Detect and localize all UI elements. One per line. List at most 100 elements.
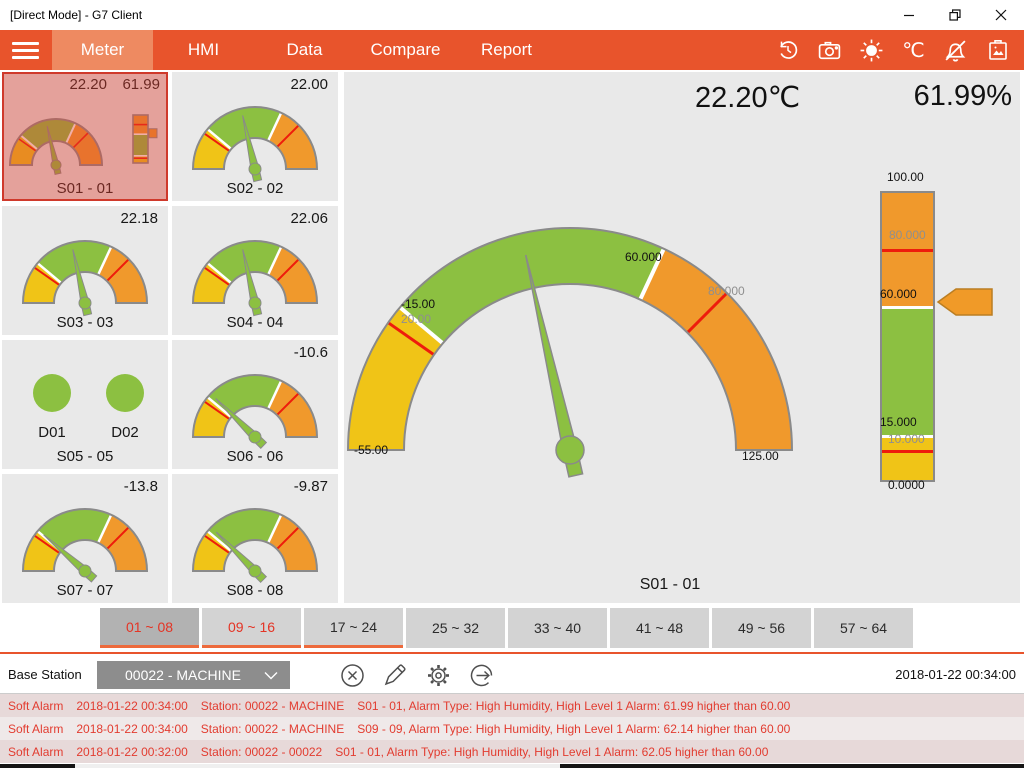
edit-icon[interactable] (381, 661, 409, 689)
gauge-low-alarm-label: 20.00 (401, 312, 432, 326)
alarm-row[interactable]: Soft Alarm 2018-01-22 00:32:00 Station: 00… (0, 740, 1024, 763)
tile-value: 22.18 (120, 210, 158, 227)
bar-high-alarm-label: 80.000 (889, 228, 926, 242)
bar-alarm-line (882, 249, 933, 252)
tile-value: -9.87 (293, 478, 328, 495)
alarm-message: S01 - 01, Alarm Type: High Humidity, Hig… (335, 744, 769, 759)
alarm-severity: Soft Alarm (8, 721, 64, 736)
tile-value: 22.00 (290, 76, 328, 93)
nav-tab-data[interactable]: Data (286, 40, 323, 59)
alarm-message: S09 - 09, Alarm Type: High Humidity, Hig… (357, 721, 791, 736)
meter-tile-S01-01[interactable]: 22.20 61.99 S01 - 01 (2, 72, 168, 201)
tile-station-label: S01 - 01 (56, 180, 114, 197)
main-station-label: S01 - 01 (639, 576, 701, 593)
settings-icon[interactable] (424, 661, 452, 689)
meter-tile-S02-02[interactable]: 22.00 S02 - 02 (172, 72, 338, 201)
image-export-icon[interactable] (985, 38, 1010, 63)
meter-tile-S03-03[interactable]: 22.18 S03 - 03 (2, 206, 168, 335)
alarm-list: Soft Alarm 2018-01-22 00:34:00 Station: 00… (0, 694, 1024, 763)
alarm-time: 2018-01-22 00:34:00 (76, 721, 188, 736)
gauge-high-alarm-label: 80.000 (708, 284, 745, 298)
window-title: [Direct Mode] - G7 Client (10, 8, 143, 22)
main-meter-panel: 22.20℃ 61.99% -15.00 20.00 60.000 80.000… (344, 72, 1020, 603)
close-button[interactable] (978, 0, 1024, 30)
celsius-icon[interactable]: ℃ (902, 39, 925, 62)
alarm-severity: Soft Alarm (8, 698, 64, 713)
menu-icon[interactable] (0, 30, 52, 70)
main-gauge (346, 226, 794, 478)
tile-value: 22.20 (69, 76, 107, 93)
nav-tab-meter[interactable]: Meter (52, 30, 153, 70)
station-toolbar (338, 661, 495, 689)
digital-label: D02 (111, 424, 139, 441)
minimize-icon (904, 14, 914, 17)
nav-tab-compare[interactable]: Compare (370, 40, 441, 59)
group-tab-33~40[interactable]: 33 ~ 40 (508, 608, 607, 648)
base-station-dropdown[interactable]: 00022 - MACHINE (97, 661, 290, 689)
alarm-time: 2018-01-22 00:34:00 (76, 698, 188, 713)
group-tab-41~48[interactable]: 41 ~ 48 (610, 608, 709, 648)
tile-gauge (8, 114, 158, 176)
group-tab-57~64[interactable]: 57 ~ 64 (814, 608, 913, 648)
minimize-button[interactable] (886, 0, 932, 30)
nav-tab-hmi[interactable]: HMI (187, 40, 220, 59)
bar-low-alarm-label: 10.000 (888, 432, 925, 446)
bar-low-boundary-label: 15.000 (880, 415, 917, 429)
meter-tile-S08-08[interactable]: -9.87 S08 - 08 (172, 474, 338, 603)
alarm-row[interactable]: Soft Alarm 2018-01-22 00:34:00 Station: 00… (0, 717, 1024, 740)
base-station-label: Base Station (8, 667, 82, 682)
tile-station-label: S03 - 03 (56, 314, 114, 331)
horizontal-scrollbar[interactable] (0, 764, 1024, 768)
bar-alarm-line (882, 450, 933, 453)
alarm-time: 2018-01-22 00:32:00 (76, 744, 188, 759)
nav-bar: Meter HMI Data Compare Report ℃ (0, 30, 1024, 70)
restore-button[interactable] (932, 0, 978, 30)
tile-gauge (191, 239, 319, 317)
alarm-row[interactable]: Soft Alarm 2018-01-22 00:34:00 Station: 00… (0, 694, 1024, 717)
tile-station-label: S04 - 04 (226, 314, 284, 331)
tile-gauge (191, 373, 319, 449)
group-tab-17~24[interactable]: 17 ~ 24 (304, 608, 403, 648)
alarm-message: S01 - 01, Alarm Type: High Humidity, Hig… (357, 698, 791, 713)
tile-value: -13.8 (123, 478, 158, 495)
tile-gauge (191, 105, 319, 183)
window-controls (886, 0, 1024, 30)
meter-tile-S05-05[interactable]: D01 D02 S05 - 05 (2, 340, 168, 469)
bar-min-label: 0.0000 (888, 478, 925, 492)
alarm-station: Station: 00022 - MACHINE (200, 698, 345, 713)
alarm-severity: Soft Alarm (8, 744, 64, 759)
tile-gauge (191, 507, 319, 584)
group-tab-25~32[interactable]: 25 ~ 32 (406, 608, 505, 648)
history-sync-icon[interactable] (775, 38, 800, 63)
tile-value: 22.06 (290, 210, 328, 227)
tile-station-label: S07 - 07 (56, 582, 114, 599)
cancel-icon[interactable] (338, 661, 366, 689)
nav-icons: ℃ (775, 30, 1024, 70)
bar-boundary-line (882, 435, 933, 439)
humidity-bar-gauge (880, 191, 935, 482)
alarm-mute-icon[interactable] (943, 38, 968, 63)
meter-tile-grid: 22.20 61.99 S01 - 01 22.00 S02 - 02 22.18 S03 … (2, 72, 342, 603)
group-tab-09~16[interactable]: 09 ~ 16 (202, 608, 301, 648)
meter-tile-S06-06[interactable]: -10.6 S06 - 06 (172, 340, 338, 469)
digital-indicator-D01 (33, 374, 71, 412)
meter-tile-S07-07[interactable]: -13.8 S07 - 07 (2, 474, 168, 603)
tile-bar-value: 61.99 (122, 76, 160, 93)
bar-max-label: 100.00 (887, 170, 924, 184)
nav-tab-report[interactable]: Report (480, 40, 533, 59)
gauge-high-boundary-label: 60.000 (625, 250, 662, 264)
close-icon (995, 9, 1007, 21)
gauge-max-label: 125.00 (742, 449, 779, 463)
group-tab-49~56[interactable]: 49 ~ 56 (712, 608, 811, 648)
channel-group-tabs: 01 ~ 08 09 ~ 16 17 ~ 24 25 ~ 32 33 ~ 40 41 ~ … (100, 608, 913, 648)
bar-pointer-icon (936, 287, 993, 316)
group-tab-01~08[interactable]: 01 ~ 08 (100, 608, 199, 648)
scrollbar-thumb[interactable] (75, 764, 560, 768)
gauge-low-boundary-label: -15.00 (401, 297, 436, 311)
tile-station-label: S08 - 08 (226, 582, 284, 599)
export-icon[interactable] (467, 661, 495, 689)
brightness-icon[interactable] (859, 38, 884, 63)
base-station-value: 00022 - MACHINE (125, 667, 241, 683)
meter-tile-S04-04[interactable]: 22.06 S04 - 04 (172, 206, 338, 335)
camera-icon[interactable] (817, 38, 842, 63)
